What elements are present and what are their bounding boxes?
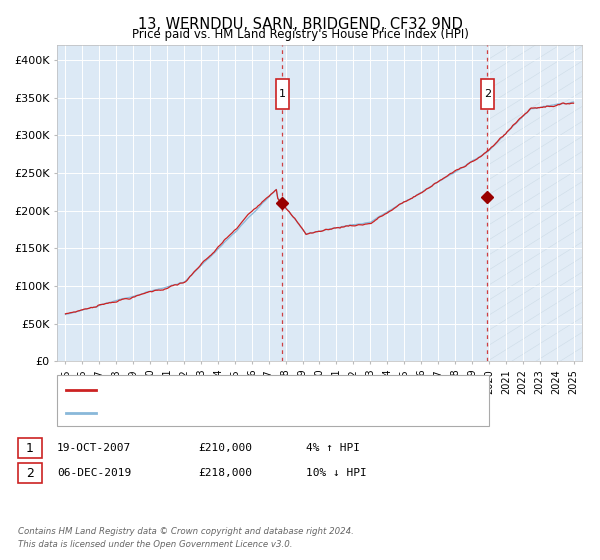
Text: Price paid vs. HM Land Registry's House Price Index (HPI): Price paid vs. HM Land Registry's House … (131, 28, 469, 41)
Text: 10% ↓ HPI: 10% ↓ HPI (306, 468, 367, 478)
Text: 4% ↑ HPI: 4% ↑ HPI (306, 443, 360, 453)
FancyBboxPatch shape (481, 79, 494, 109)
Text: 13, WERNDDU, SARN, BRIDGEND, CF32 9ND: 13, WERNDDU, SARN, BRIDGEND, CF32 9ND (137, 17, 463, 32)
Text: 06-DEC-2019: 06-DEC-2019 (57, 468, 131, 478)
Text: £210,000: £210,000 (198, 443, 252, 453)
Text: 2: 2 (484, 89, 491, 99)
Text: 13, WERNDDU, SARN, BRIDGEND, CF32 9ND (detached house): 13, WERNDDU, SARN, BRIDGEND, CF32 9ND (d… (102, 385, 428, 395)
Text: 1: 1 (278, 89, 286, 99)
Text: 2: 2 (26, 466, 34, 480)
Text: This data is licensed under the Open Government Licence v3.0.: This data is licensed under the Open Gov… (18, 540, 293, 549)
Text: £218,000: £218,000 (198, 468, 252, 478)
Text: Contains HM Land Registry data © Crown copyright and database right 2024.: Contains HM Land Registry data © Crown c… (18, 528, 354, 536)
Text: 1: 1 (26, 441, 34, 455)
Text: HPI: Average price, detached house, Bridgend: HPI: Average price, detached house, Brid… (102, 408, 342, 418)
FancyBboxPatch shape (275, 79, 289, 109)
Text: 19-OCT-2007: 19-OCT-2007 (57, 443, 131, 453)
